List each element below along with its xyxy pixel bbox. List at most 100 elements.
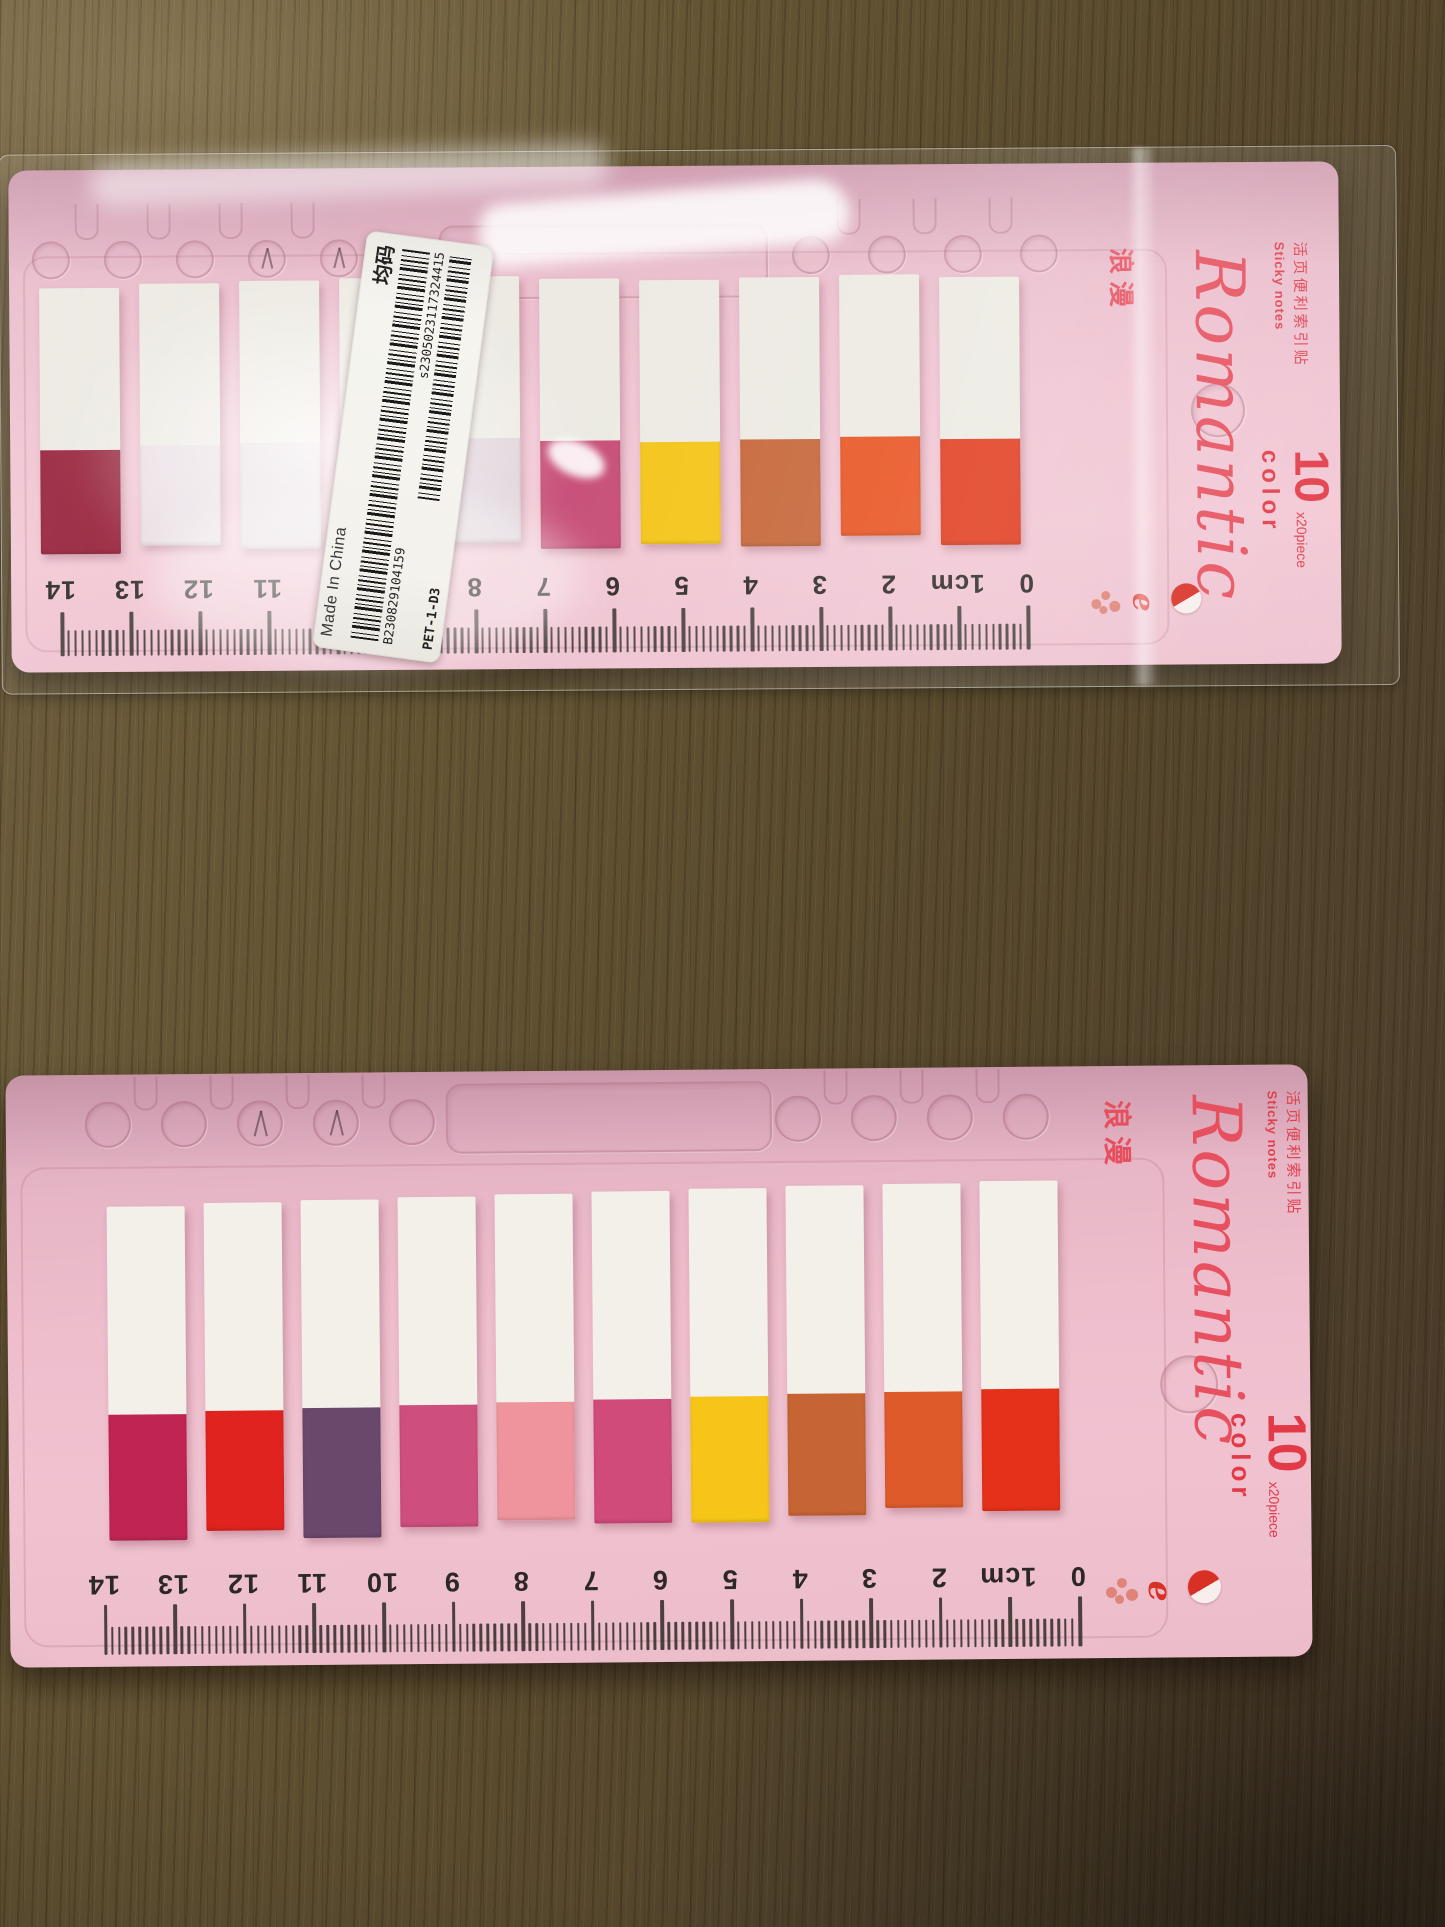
ruler-tick xyxy=(222,1625,225,1654)
binder-hole xyxy=(774,1095,822,1142)
ruler-tick xyxy=(911,1619,914,1648)
ruler-tick xyxy=(410,1624,413,1653)
ruler-tick xyxy=(514,1623,518,1652)
count-number: 10 xyxy=(1256,1412,1317,1473)
ruler-tick xyxy=(263,1625,267,1654)
tab-color-deep-pink xyxy=(593,1398,673,1524)
piece-count-label: x20piece xyxy=(1266,1481,1283,1538)
binder-hole xyxy=(236,1100,284,1147)
ruler-tick xyxy=(597,1622,601,1651)
binder-slot xyxy=(823,1070,848,1105)
ruler-number: 6 xyxy=(652,1564,669,1596)
index-tab-orange xyxy=(882,1183,964,1509)
ruler-number: 11 xyxy=(296,1567,328,1599)
ruler-tick xyxy=(632,1622,636,1651)
ruler-tick xyxy=(368,1624,371,1653)
product-name: 活页便利索引贴 Sticky notes xyxy=(1258,1090,1305,1222)
binder-slot xyxy=(285,1075,310,1110)
ruler-tick xyxy=(660,1599,665,1650)
binder-hole xyxy=(1002,1093,1050,1140)
ruler-tick xyxy=(194,1626,197,1655)
ruler-tick xyxy=(938,1597,943,1648)
index-tab-plum-purple xyxy=(300,1199,382,1539)
ruler-tick xyxy=(326,1624,330,1653)
ruler-tick xyxy=(152,1626,156,1655)
ruler-tick xyxy=(173,1604,178,1655)
ruler-number: 3 xyxy=(860,1563,878,1594)
ruler-tick xyxy=(180,1626,184,1655)
ruler-tick xyxy=(674,1621,678,1650)
index-tab-red xyxy=(203,1202,285,1531)
ruler-tick xyxy=(528,1623,532,1652)
ruler-tick xyxy=(792,1620,796,1649)
model-number: PET-1-D3 xyxy=(420,586,444,651)
ruler-tick xyxy=(897,1619,900,1648)
index-tab-salmon-pink xyxy=(494,1193,576,1521)
ruler-tick xyxy=(236,1625,239,1654)
ruler-tick xyxy=(277,1625,281,1654)
tab-color-orange xyxy=(884,1391,964,1509)
ruler-tick xyxy=(1078,1596,1082,1647)
ruler-tick xyxy=(493,1623,497,1652)
ruler-tick xyxy=(242,1603,247,1654)
ruler-tick xyxy=(890,1619,893,1648)
binder-hole xyxy=(84,1101,132,1149)
ruler-tick xyxy=(291,1625,295,1654)
binder-hole xyxy=(312,1099,360,1147)
ruler-tick xyxy=(702,1621,706,1650)
ruler-tick xyxy=(778,1620,782,1649)
ruler-tick xyxy=(723,1621,726,1650)
ruler-number: 2 xyxy=(930,1562,947,1593)
ruler-tick xyxy=(625,1622,629,1651)
logo-script-icon: e xyxy=(1140,1580,1181,1602)
ruler-tick xyxy=(1071,1618,1074,1647)
ruler-tick xyxy=(521,1601,526,1652)
ruler-tick xyxy=(716,1621,719,1650)
ruler-tick xyxy=(361,1624,364,1653)
ruler-tick xyxy=(187,1626,190,1655)
logo-circle-icon xyxy=(1187,1570,1222,1604)
binder-slot xyxy=(899,1069,924,1104)
ruler-tick xyxy=(382,1602,386,1653)
count-unit-label: color xyxy=(1225,1412,1257,1502)
ruler-tick xyxy=(590,1600,595,1651)
product-name-cn: 活页便利索引贴 xyxy=(1283,1090,1302,1217)
ruler-tick xyxy=(785,1620,789,1649)
ruler-tick xyxy=(256,1625,260,1654)
ruler-tick xyxy=(653,1622,657,1651)
ruler-tick xyxy=(1001,1618,1005,1648)
ruler-tick xyxy=(604,1622,608,1651)
ruler-tick xyxy=(563,1622,566,1651)
ruler-tick xyxy=(952,1619,956,1648)
ruler-tick xyxy=(799,1598,804,1649)
ruler-tick xyxy=(284,1625,288,1654)
ruler-tick xyxy=(403,1624,406,1653)
ruler-tick xyxy=(688,1621,692,1650)
index-tab-red-orange xyxy=(979,1180,1061,1512)
binder-slot xyxy=(133,1076,158,1111)
ruler-tick xyxy=(925,1619,928,1648)
ruler-tick xyxy=(646,1622,650,1651)
ruler-tick xyxy=(465,1623,469,1652)
ruler-tick xyxy=(479,1623,483,1652)
ruler-tick xyxy=(883,1620,886,1649)
tab-color-magenta-pink xyxy=(399,1404,479,1528)
binder-slot xyxy=(209,1075,234,1110)
ruler-tick xyxy=(1064,1618,1067,1647)
ruler-tick xyxy=(618,1622,622,1651)
ruler-tick xyxy=(681,1621,685,1650)
ruler-tick xyxy=(730,1599,734,1650)
ruler-tick xyxy=(354,1624,358,1653)
ruler-tick xyxy=(103,1604,108,1655)
ruler-tick xyxy=(131,1626,135,1655)
ruler-number: 4 xyxy=(791,1563,808,1594)
ruler: 14 13 12 11 10 9 8 7 6 5 4 3 2 1cm 0 xyxy=(5,1064,1307,1655)
ruler-tick xyxy=(549,1622,552,1651)
ruler-tick xyxy=(1022,1618,1026,1647)
ruler-tick xyxy=(1029,1618,1033,1647)
ruler-tick xyxy=(298,1625,302,1654)
ruler-number: 13 xyxy=(156,1569,190,1600)
ruler-tick xyxy=(208,1625,211,1654)
brand-cn: 浪漫 xyxy=(1100,1100,1141,1184)
binder-slot xyxy=(361,1074,386,1109)
